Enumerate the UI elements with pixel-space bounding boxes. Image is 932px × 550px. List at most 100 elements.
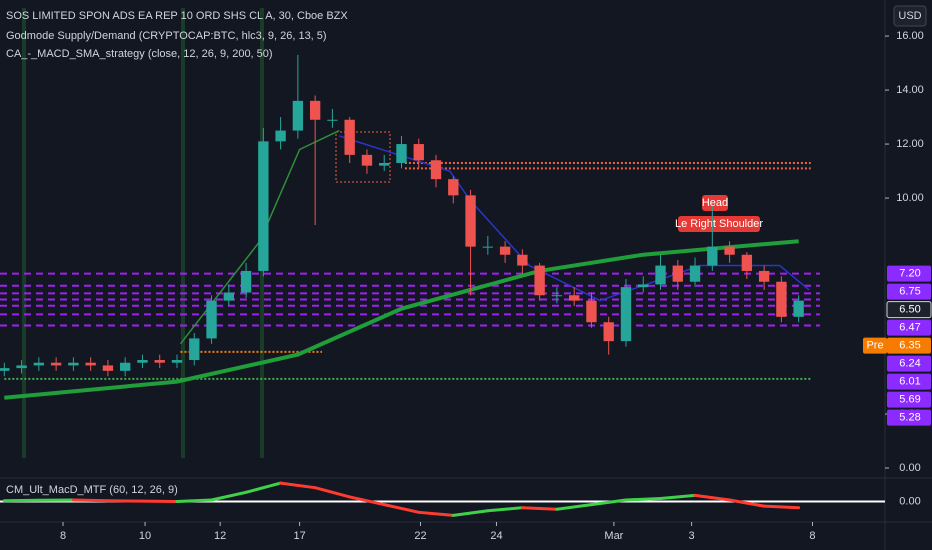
candle-body bbox=[448, 179, 459, 196]
candle-body bbox=[50, 362, 62, 366]
y-tick-label: 10.00 bbox=[896, 192, 924, 204]
macd-segment bbox=[589, 498, 628, 507]
candle-body bbox=[120, 362, 131, 371]
x-tick-label: 10 bbox=[139, 530, 151, 542]
candle-body bbox=[517, 254, 528, 266]
y-tick-label: 12.00 bbox=[896, 138, 924, 150]
currency: USD bbox=[898, 10, 921, 22]
x-tick-label: Mar bbox=[604, 530, 623, 542]
candle-body bbox=[568, 295, 580, 301]
candle-body bbox=[776, 281, 787, 317]
indicator-label: CA_-_MACD_SMA_strategy (close, 12, 26, 9… bbox=[6, 48, 273, 60]
annotation: Head bbox=[702, 197, 728, 209]
candle-body bbox=[603, 322, 614, 342]
moving-average bbox=[4, 239, 799, 400]
price-tag-prefix-box bbox=[863, 337, 887, 354]
macd-segment bbox=[659, 493, 697, 500]
macd-segment bbox=[175, 498, 214, 504]
macd-segment bbox=[244, 481, 283, 494]
candle-body bbox=[0, 368, 10, 371]
macd-segment bbox=[693, 493, 732, 502]
candle-body bbox=[724, 246, 735, 255]
x-tick-label: 17 bbox=[293, 530, 305, 542]
annotation-box bbox=[702, 195, 728, 211]
y-tick-label: 14.00 bbox=[896, 84, 924, 96]
candle-body bbox=[344, 119, 355, 155]
candle-body bbox=[758, 270, 770, 282]
candle-body bbox=[154, 360, 165, 363]
session-highlight bbox=[181, 8, 185, 458]
chart-title: SOS LIMITED SPON ADS EA REP 10 ORD SHS C… bbox=[6, 10, 348, 22]
macd-segment bbox=[210, 490, 248, 502]
annotation-box bbox=[678, 216, 760, 232]
price-tag-label: 5.28 bbox=[899, 412, 920, 424]
macd-segment bbox=[71, 498, 110, 503]
annotation: Le Right Shoulder bbox=[675, 218, 763, 230]
candle-body bbox=[655, 265, 666, 285]
macd-segment bbox=[279, 481, 317, 490]
y-tick-label: 0.00 bbox=[899, 462, 920, 474]
macd-segment bbox=[382, 503, 421, 514]
candle-body bbox=[551, 295, 563, 297]
candle-body bbox=[16, 365, 27, 369]
macd-segment bbox=[728, 498, 766, 508]
candle-body bbox=[33, 362, 45, 366]
candle-body bbox=[309, 100, 321, 120]
macd-segment bbox=[555, 503, 593, 511]
x-tick-label: 22 bbox=[414, 530, 426, 542]
candle-body bbox=[206, 300, 217, 339]
macd-segment bbox=[348, 495, 386, 507]
candle-body bbox=[68, 362, 79, 366]
x-tick-label: 8 bbox=[60, 530, 66, 542]
macd-segment bbox=[417, 510, 455, 517]
candle-body bbox=[240, 270, 252, 293]
candle-body bbox=[189, 338, 200, 361]
price-tag bbox=[886, 301, 932, 319]
x-tick-label: 12 bbox=[214, 530, 226, 542]
macd-segment bbox=[624, 496, 663, 502]
candle-body bbox=[137, 360, 148, 363]
candle-body bbox=[534, 265, 545, 296]
candle-body bbox=[741, 254, 753, 271]
candle-body bbox=[275, 130, 286, 142]
candle-body bbox=[620, 287, 632, 342]
macd-segment bbox=[313, 486, 352, 499]
candle-body bbox=[292, 100, 304, 131]
candle-body bbox=[258, 141, 269, 271]
price-tag-label: 6.75 bbox=[899, 286, 920, 298]
candle-body bbox=[793, 300, 804, 317]
price-tag bbox=[887, 337, 931, 354]
price-tag bbox=[887, 373, 931, 390]
candle-body bbox=[171, 360, 183, 363]
price-tag bbox=[887, 283, 931, 300]
candle-body bbox=[707, 246, 718, 266]
price-tag bbox=[887, 319, 931, 336]
price-tag-label: 6.35 bbox=[899, 340, 920, 352]
candle-body bbox=[499, 246, 511, 255]
candle-body bbox=[361, 154, 373, 166]
session-highlight bbox=[22, 8, 26, 458]
price-tag bbox=[887, 265, 931, 282]
macd-segment bbox=[486, 506, 524, 513]
macd-tick-label: 0.00 bbox=[899, 495, 920, 507]
candle-body bbox=[430, 160, 442, 180]
price-tag-label: 6.47 bbox=[899, 322, 920, 334]
candle-body bbox=[689, 265, 701, 282]
candle-body bbox=[413, 144, 424, 161]
candle-body bbox=[586, 300, 597, 323]
y-tick-label: 16.00 bbox=[896, 30, 924, 42]
candle-body bbox=[379, 162, 390, 166]
moving-average bbox=[339, 135, 810, 302]
candle-body bbox=[465, 195, 476, 247]
macd-title: CM_Ult_MacD_MTF (60, 12, 26, 9) bbox=[6, 484, 178, 496]
candle-body bbox=[672, 265, 683, 282]
candle-body bbox=[85, 362, 96, 366]
price-tag-label: 5.69 bbox=[899, 394, 920, 406]
price-tag bbox=[887, 355, 931, 372]
currency-box[interactable] bbox=[893, 5, 927, 27]
price-tag bbox=[887, 409, 931, 426]
candle-body bbox=[327, 119, 338, 121]
price-tag-label: 7.20 bbox=[899, 268, 920, 280]
x-tick-label: 8 bbox=[809, 530, 815, 542]
